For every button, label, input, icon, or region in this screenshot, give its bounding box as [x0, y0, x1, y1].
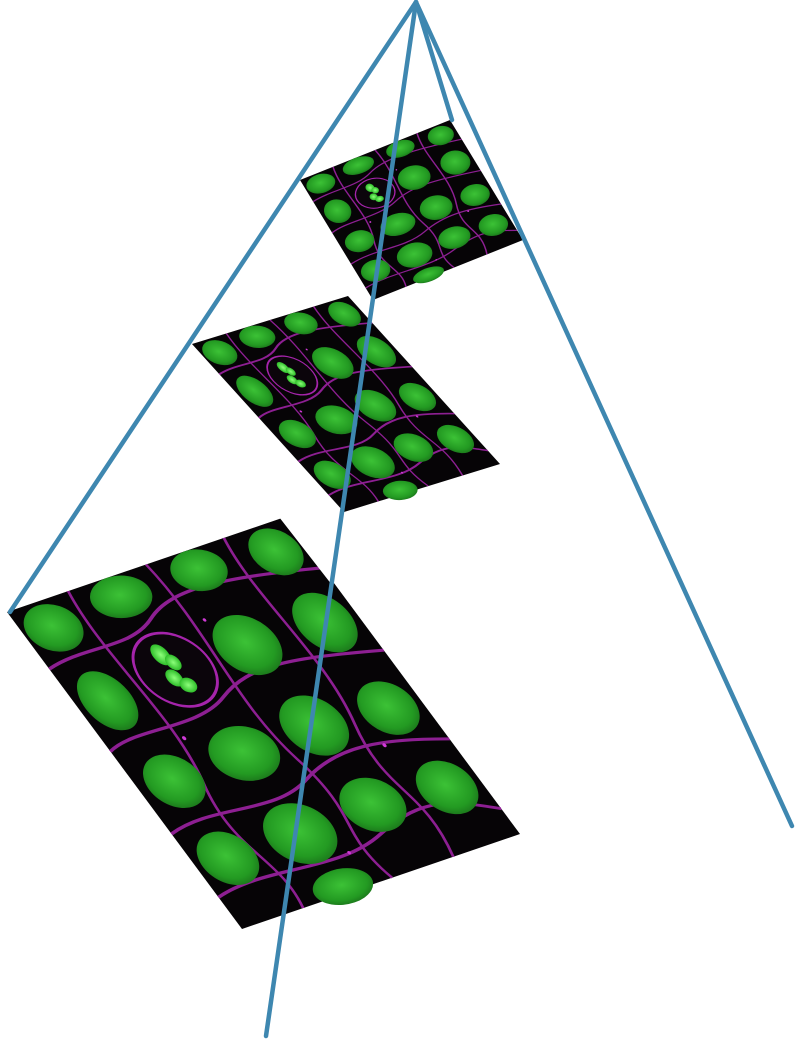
level-gap-lower: [275, 486, 598, 583]
pyramid-edge-left: [7, 0, 419, 615]
level-0-tile: [5, 515, 529, 941]
level-2-tile: [299, 119, 527, 305]
pyramid-edge-back: [413, 0, 455, 123]
pyramid-frame: [7, 0, 795, 1039]
pyramid-edge-front: [263, 0, 419, 1039]
pyramid-edge-right: [413, 0, 795, 829]
